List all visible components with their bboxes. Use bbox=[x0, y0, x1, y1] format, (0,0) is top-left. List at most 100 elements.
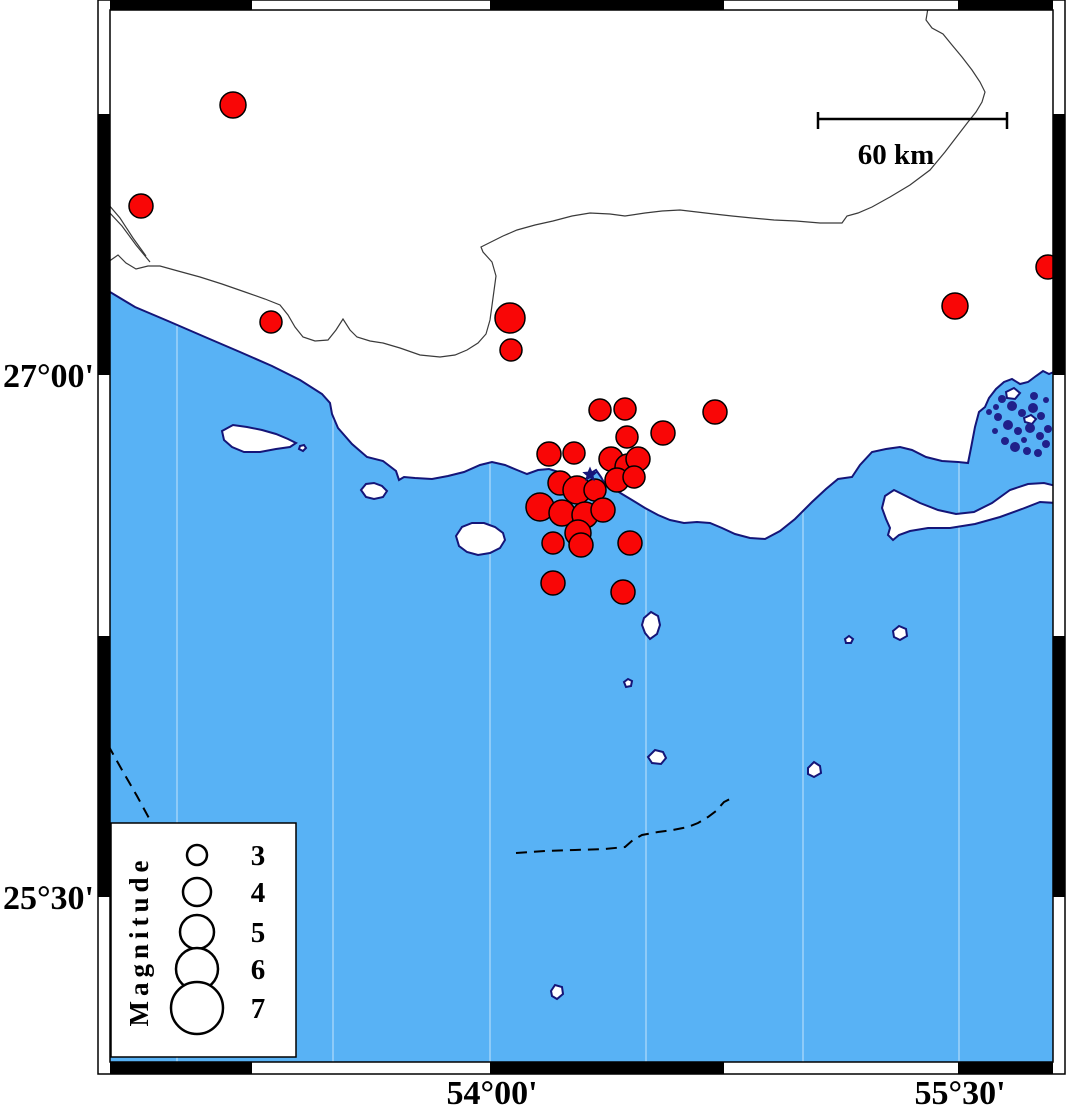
islet bbox=[994, 413, 1002, 421]
island bbox=[891, 624, 909, 642]
earthquake-marker bbox=[610, 579, 636, 605]
frame-band-segment bbox=[490, 0, 724, 10]
earthquake-epicenters bbox=[128, 91, 1053, 605]
map-frame bbox=[97, 0, 1066, 1075]
earthquake-marker bbox=[219, 91, 247, 119]
frame-band-segment bbox=[958, 1062, 1053, 1074]
islet bbox=[992, 428, 998, 434]
islands bbox=[220, 386, 1053, 1001]
legend-title: Magnitude bbox=[124, 855, 154, 1026]
earthquake-marker bbox=[590, 497, 616, 523]
star-marker bbox=[582, 466, 598, 482]
earthquake-marker bbox=[259, 310, 283, 334]
earthquake-marker bbox=[615, 425, 639, 449]
border-line bbox=[110, 10, 986, 358]
mangrove-islets bbox=[986, 392, 1052, 457]
legend-magnitude-label: 4 bbox=[251, 877, 266, 909]
scale-bar-label: 60 km bbox=[858, 139, 935, 171]
border-line bbox=[110, 205, 147, 257]
islet bbox=[1007, 401, 1017, 411]
earthquake-marker bbox=[568, 532, 594, 558]
scale-bar: 60 km bbox=[816, 112, 1009, 171]
frame-band-segment bbox=[98, 636, 110, 897]
earthquake-marker bbox=[650, 420, 676, 446]
earthquake-marker bbox=[499, 338, 523, 362]
island bbox=[880, 481, 1053, 542]
earthquake-marker bbox=[941, 292, 969, 320]
legend-circle bbox=[169, 980, 225, 1036]
earthquake-marker bbox=[588, 398, 612, 422]
frame-band-segment bbox=[110, 0, 252, 10]
frame-band-segment bbox=[98, 114, 110, 375]
earthquake-marker bbox=[128, 193, 154, 219]
legend-circle bbox=[181, 876, 213, 908]
earthquake-marker bbox=[617, 530, 643, 556]
island bbox=[646, 748, 668, 766]
islet bbox=[1043, 397, 1049, 403]
earthquake-marker bbox=[536, 441, 562, 467]
earthquake-marker bbox=[702, 399, 728, 425]
islet bbox=[1037, 412, 1045, 420]
earthquake-marker bbox=[562, 441, 586, 465]
legend-circle bbox=[178, 913, 216, 951]
island bbox=[843, 634, 855, 644]
island bbox=[220, 423, 298, 453]
islet bbox=[986, 409, 992, 415]
islet bbox=[998, 395, 1006, 403]
islet bbox=[1003, 420, 1013, 430]
islet bbox=[1025, 423, 1035, 433]
islet bbox=[1044, 425, 1052, 433]
dashed-boundary bbox=[515, 797, 733, 854]
earthquake-marker bbox=[540, 570, 566, 596]
islet bbox=[1023, 447, 1031, 455]
islet bbox=[1010, 442, 1020, 452]
earthquake-marker bbox=[541, 531, 565, 555]
frame-band-segment bbox=[958, 0, 1053, 10]
legend-circle bbox=[185, 843, 209, 867]
islet bbox=[993, 404, 999, 410]
island bbox=[622, 677, 634, 689]
islet bbox=[1034, 449, 1042, 457]
islet bbox=[1021, 437, 1027, 443]
mainland-polygon bbox=[110, 10, 1053, 539]
earthquake-marker bbox=[494, 302, 526, 334]
island bbox=[1022, 413, 1038, 426]
left-axis-label-25-30: 25°30' bbox=[3, 880, 94, 917]
islet bbox=[1001, 437, 1009, 445]
island bbox=[549, 983, 565, 1001]
border-line bbox=[110, 212, 151, 263]
coastline bbox=[110, 291, 1053, 541]
frame-band-segment bbox=[110, 1062, 252, 1074]
earthquake-marker bbox=[613, 397, 637, 421]
legend-entries: 3 4 5 6 7 bbox=[169, 840, 266, 1036]
islet bbox=[1018, 409, 1026, 417]
island bbox=[1004, 386, 1022, 401]
legend-magnitude-label: 3 bbox=[251, 840, 266, 872]
frame-band-segment bbox=[1053, 114, 1065, 375]
dashed-boundary bbox=[110, 746, 151, 821]
bottom-axis-label-54-00: 54°00' bbox=[446, 1075, 537, 1110]
legend-magnitude-label: 5 bbox=[251, 917, 266, 949]
legend-magnitude-label: 7 bbox=[251, 993, 266, 1025]
political-border-lines bbox=[110, 10, 986, 358]
magnitude-legend: Magnitude 3 4 5 6 7 bbox=[110, 822, 297, 1058]
island bbox=[297, 443, 308, 453]
island bbox=[359, 481, 389, 501]
island bbox=[454, 522, 507, 557]
islet bbox=[1036, 432, 1044, 440]
frame-band-segment bbox=[1053, 636, 1065, 897]
legend-magnitude-label: 6 bbox=[251, 954, 266, 986]
island bbox=[640, 610, 662, 641]
left-axis-label-27-00: 27°00' bbox=[3, 358, 94, 395]
island bbox=[807, 760, 823, 779]
islet bbox=[1014, 427, 1022, 435]
earthquake-marker bbox=[1035, 254, 1053, 280]
islet bbox=[1030, 392, 1038, 400]
maritime-boundary-dashed-lines bbox=[110, 746, 733, 854]
islet bbox=[1042, 440, 1050, 448]
frame-band-segment bbox=[490, 1062, 724, 1074]
bottom-axis-label-55-30: 55°30' bbox=[914, 1075, 1005, 1110]
earthquake-marker bbox=[622, 465, 646, 489]
